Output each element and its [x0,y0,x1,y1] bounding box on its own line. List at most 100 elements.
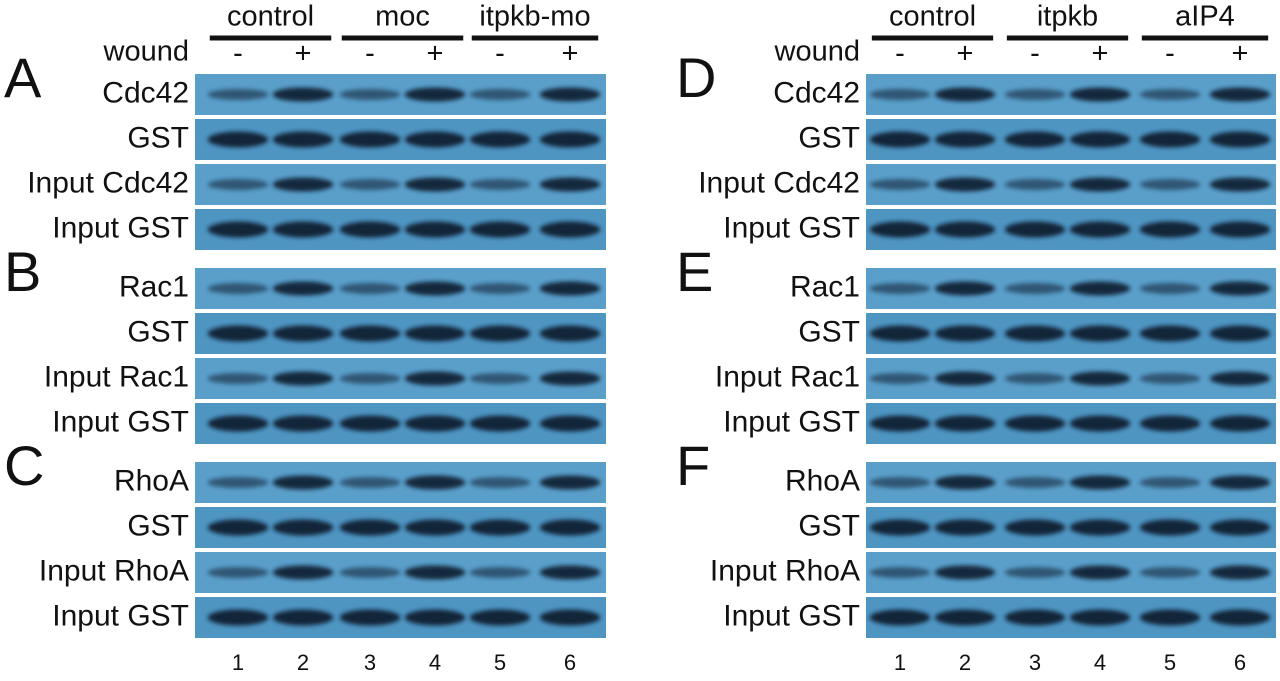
band [272,475,334,490]
band [1004,477,1066,488]
lane-number: 1 [894,650,906,675]
wound-sign: - [1030,38,1040,70]
row-label: Input GST [723,405,860,438]
band [869,609,931,626]
row-label: Input Rac1 [44,360,189,393]
band [1209,475,1271,490]
band [869,477,931,488]
band [404,281,466,296]
panel-letter: C [4,434,44,497]
band [272,221,334,238]
band [1004,131,1066,148]
band [1209,281,1271,296]
band [1139,519,1201,536]
lane-number: 2 [297,650,309,675]
band [1004,519,1066,536]
band [272,281,334,296]
lane-number: 4 [1094,650,1106,675]
band [404,87,466,102]
band [1139,131,1201,148]
band [272,415,334,432]
band [1004,609,1066,626]
wound-sign: + [1232,38,1249,70]
band [1139,325,1201,342]
row-label: Input Rac1 [715,360,860,393]
band [339,283,401,294]
lane-number: 2 [959,650,971,675]
wound-sign: + [562,38,579,70]
band [934,519,996,536]
panel-letter: B [4,240,41,303]
wound-sign: + [957,38,974,70]
band [339,609,401,626]
band [869,89,931,100]
band [869,325,931,342]
row-label: RhoA [785,464,860,497]
band [934,371,996,386]
band [934,475,996,490]
band [339,373,401,384]
band [934,415,996,432]
band [1004,567,1066,578]
band [272,609,334,626]
band [539,371,601,386]
band [1139,373,1201,384]
row-label: GST [798,509,860,542]
row-label: Input RhoA [710,554,860,587]
band [1004,373,1066,384]
band [869,415,931,432]
wound-sign: - [1165,38,1175,70]
band [469,567,531,578]
band [207,283,269,294]
row-label: GST [798,315,860,348]
band [207,567,269,578]
group-label: itpkb [1037,1,1098,33]
band [1069,475,1131,490]
wound-sign: + [1092,38,1109,70]
band [1209,371,1271,386]
band [404,475,466,490]
wound-sign: - [895,38,905,70]
band [207,179,269,190]
band [272,565,334,580]
band [1004,89,1066,100]
band [539,221,601,238]
band [469,221,531,238]
band [1209,131,1271,148]
row-label: RhoA [114,464,189,497]
row-label: Cdc42 [773,76,860,109]
band [1209,325,1271,342]
wound-sign: - [495,38,505,70]
band [1139,609,1201,626]
band [539,131,601,148]
band [469,179,531,190]
band [1004,221,1066,238]
band [1139,283,1201,294]
wound-sign: + [295,38,312,70]
band [1069,325,1131,342]
band [469,325,531,342]
band [934,221,996,238]
band [1069,177,1131,192]
group-label: control [889,1,976,33]
band [1139,179,1201,190]
band [339,221,401,238]
lane-number: 5 [1164,650,1176,675]
panel-letter: E [676,240,713,303]
row-label: Rac1 [119,270,189,303]
band [539,415,601,432]
row-label: Input GST [52,211,189,244]
band [207,415,269,432]
row-label: GST [127,509,189,542]
lane-number: 6 [564,650,576,675]
band [1004,415,1066,432]
band [869,519,931,536]
band [469,373,531,384]
wound-label: wound [774,36,860,68]
band [404,371,466,386]
lane-number: 6 [1234,650,1246,675]
band [1069,371,1131,386]
band [469,477,531,488]
band [272,519,334,536]
row-label: Input GST [52,405,189,438]
